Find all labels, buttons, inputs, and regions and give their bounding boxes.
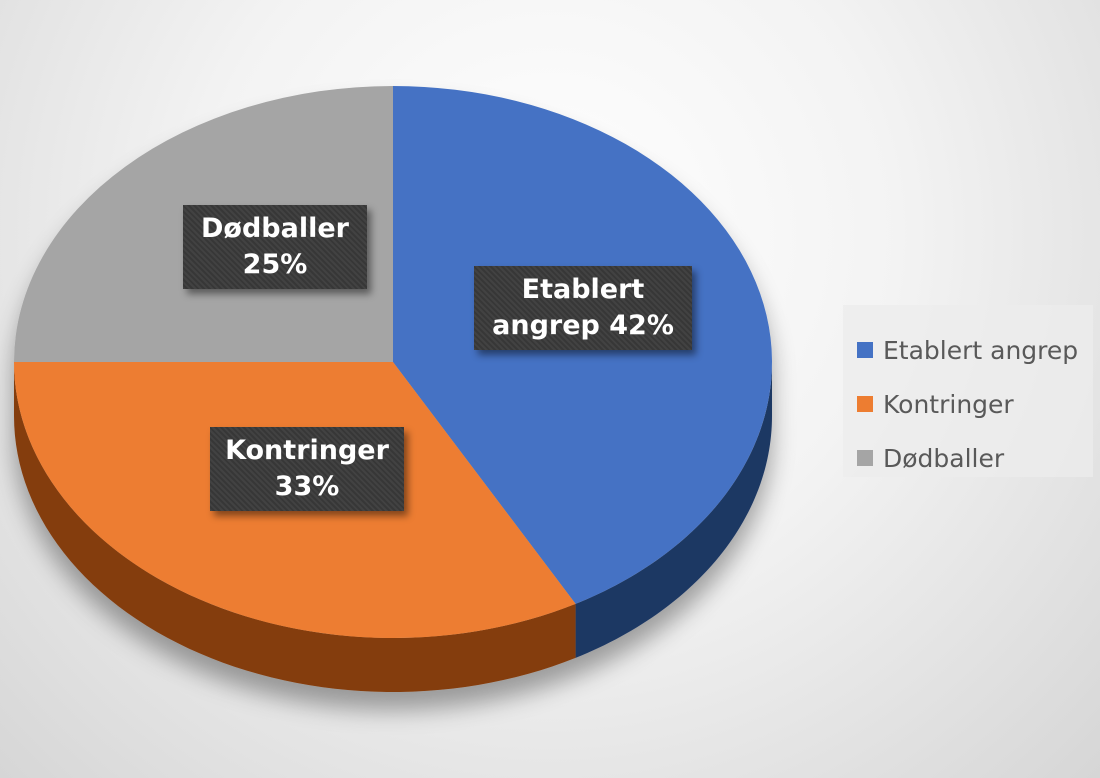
pie-side-kontringer: [14, 362, 576, 692]
legend-swatch: [857, 450, 873, 466]
chart-legend: Etablert angrep Kontringer Dødballer: [843, 305, 1093, 477]
data-label-etablert-angrep: Etablert angrep 42%: [474, 266, 692, 350]
data-label-line: Dødballer: [201, 213, 349, 244]
data-label-dodballer: Dødballer 25%: [183, 205, 367, 289]
legend-item-kontringer: Kontringer: [857, 377, 1093, 431]
pie-side-etablert-angrep: [575, 362, 772, 658]
data-label-line: Kontringer: [225, 435, 389, 466]
data-label-kontringer: Kontringer 33%: [210, 427, 404, 511]
pie-top-faces: [14, 86, 772, 638]
data-label-line: angrep 42%: [492, 310, 674, 341]
legend-label: Kontringer: [883, 389, 1014, 419]
legend-item-etablert-angrep: Etablert angrep: [857, 323, 1093, 377]
data-label-line: 25%: [242, 249, 308, 280]
legend-item-dodballer: Dødballer: [857, 431, 1093, 485]
data-label-line: Etablert: [521, 274, 645, 305]
legend-label: Dødballer: [883, 443, 1005, 473]
legend-swatch: [857, 342, 873, 358]
data-label-line: 33%: [274, 471, 340, 502]
legend-swatch: [857, 396, 873, 412]
legend-label: Etablert angrep: [883, 335, 1079, 365]
pie-side-walls: [14, 362, 772, 692]
